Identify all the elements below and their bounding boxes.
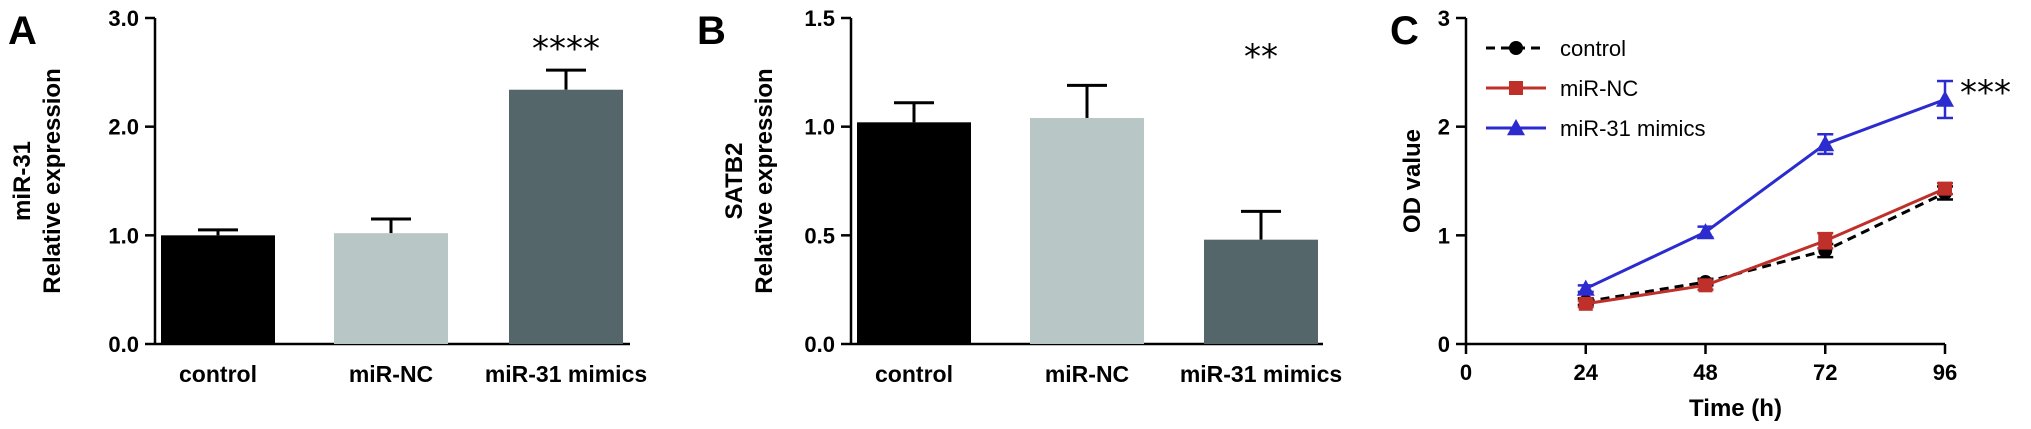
data-point-circle xyxy=(1509,41,1523,55)
data-point-triangle xyxy=(1507,119,1525,136)
y-tick-label: 1 xyxy=(1438,223,1450,248)
category-label: miR-31 mimics xyxy=(1180,361,1342,387)
series-line xyxy=(1585,191,1946,304)
y-tick-label: 2 xyxy=(1438,115,1450,140)
y-tick-label: 0.5 xyxy=(804,223,835,248)
y-tick-label: 1.0 xyxy=(804,115,835,140)
x-tick-label: 96 xyxy=(1933,360,1957,385)
x-tick-label: 72 xyxy=(1813,360,1837,385)
series-line xyxy=(1585,98,1946,290)
data-point-triangle xyxy=(1816,135,1835,152)
series-mir-nc xyxy=(1577,181,1953,311)
data-point-triangle xyxy=(1936,90,1954,107)
x-tick-label: 24 xyxy=(1574,360,1599,385)
significance-marker: **** xyxy=(532,29,600,69)
panel-a-ylabel-line1: miR-31 xyxy=(9,141,36,221)
data-point-square xyxy=(1509,81,1523,95)
y-tick-label: 0 xyxy=(1438,332,1450,357)
y-tick-label: 3 xyxy=(1438,6,1450,31)
category-label: miR-31 mimics xyxy=(485,361,647,387)
panel-a-letter: A xyxy=(8,9,37,53)
data-point-square xyxy=(1698,278,1713,293)
y-tick-label: 1.0 xyxy=(108,223,139,248)
bar xyxy=(509,89,623,344)
y-tick-label: 3.0 xyxy=(108,6,139,31)
data-point-square xyxy=(1818,233,1833,248)
y-tick-label: 0.0 xyxy=(108,332,139,357)
panel-b-letter: B xyxy=(697,9,726,53)
y-tick-label: 2.0 xyxy=(108,115,139,140)
panel-c-letter: C xyxy=(1390,9,1419,53)
category-label: control xyxy=(875,361,953,387)
data-point-square xyxy=(1578,296,1593,311)
panel-c: C OD value Time (h) 0 1 2 3 0 24 48 72 96 control… xyxy=(1390,6,2011,422)
category-label: miR-NC xyxy=(349,361,433,387)
bar xyxy=(1204,239,1318,344)
category-label: control xyxy=(179,361,257,387)
data-point-triangle xyxy=(1696,223,1715,240)
category-label: miR-NC xyxy=(1045,361,1129,387)
legend-label: miR-31 mimics xyxy=(1560,116,1705,141)
panel-a: A miR-31 Relative expression 0.0 1.0 2.0 3.… xyxy=(8,6,647,387)
series-control xyxy=(1577,185,1953,309)
bar xyxy=(1030,117,1144,345)
bar xyxy=(334,233,448,344)
panel-b-ylabel-line1: SATB2 xyxy=(721,143,748,220)
series-line xyxy=(1585,187,1946,306)
x-tick-label: 0 xyxy=(1460,360,1472,385)
significance-marker: *** xyxy=(1960,73,2011,113)
legend-label: miR-NC xyxy=(1560,76,1638,101)
panel-a-ylabel-line2: Relative expression xyxy=(39,68,66,293)
panel-c-xlabel: Time (h) xyxy=(1689,395,1782,422)
legend: control miR-NC miR-31 mimics xyxy=(1486,36,1705,141)
significance-marker: ** xyxy=(1244,37,1278,77)
data-point-triangle xyxy=(1576,279,1595,296)
y-tick-label: 1.5 xyxy=(804,6,835,31)
bar xyxy=(161,235,275,344)
panel-b-ylabel-line2: Relative expression xyxy=(751,68,778,293)
x-tick-label: 48 xyxy=(1693,360,1717,385)
bar xyxy=(857,122,971,344)
panel-c-ylabel: OD value xyxy=(1399,129,1426,233)
series-mir-31-mimics xyxy=(1576,79,1954,296)
panel-b: B SATB2 Relative expression 0.0 0.5 1.0 1.5… xyxy=(697,6,1342,387)
data-point-square xyxy=(1938,181,1952,196)
legend-label: control xyxy=(1560,36,1626,61)
y-tick-label: 0.0 xyxy=(804,332,835,357)
